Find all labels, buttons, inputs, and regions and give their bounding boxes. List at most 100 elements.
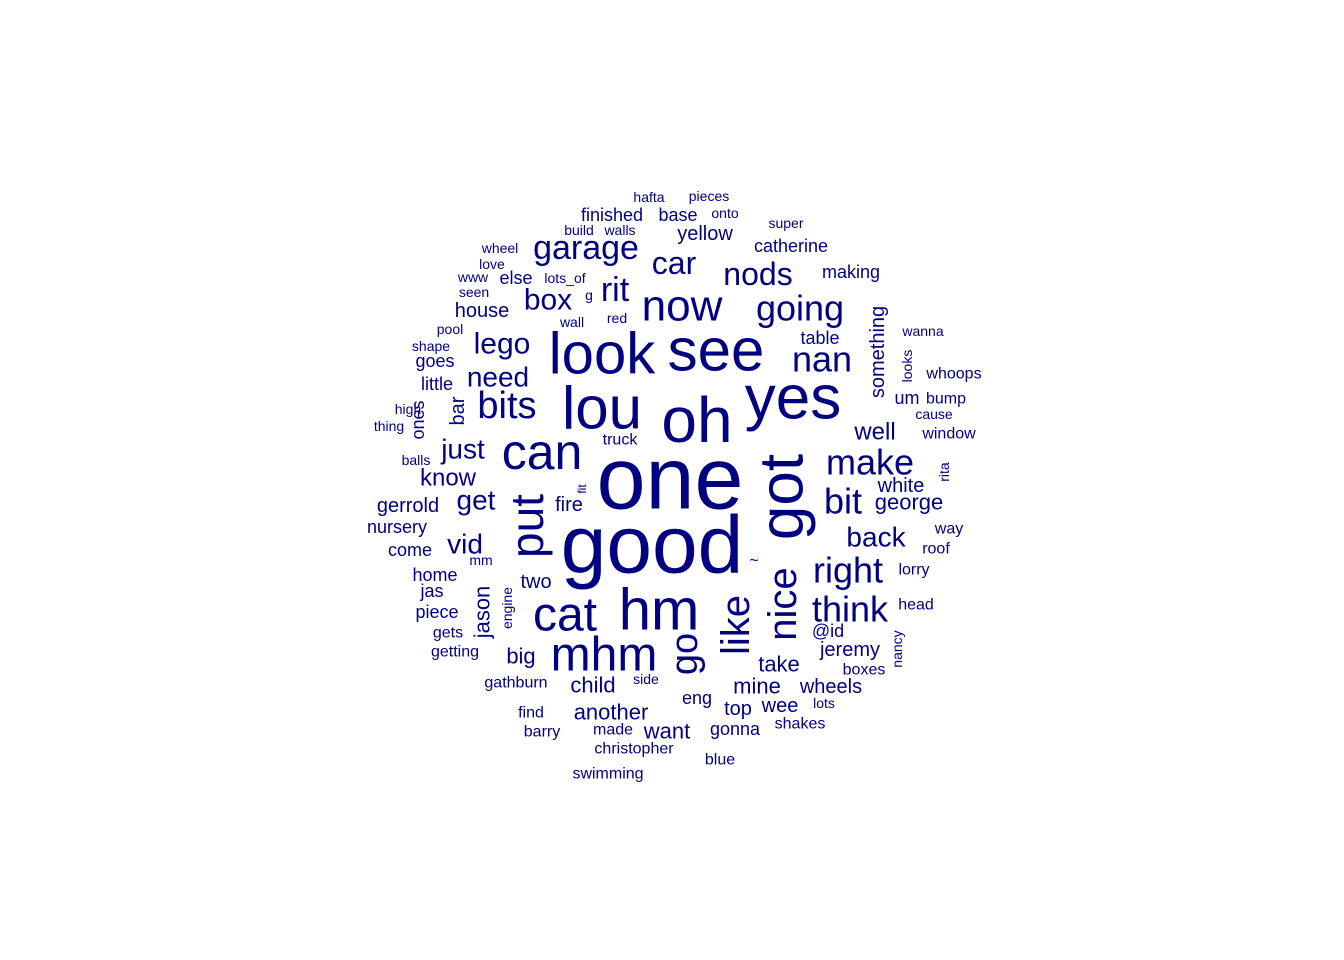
cloud-word-piece: piece	[415, 602, 458, 622]
cloud-word-head: head	[898, 597, 934, 614]
cloud-word-home: home	[412, 565, 457, 585]
cloud-word-wanna: wanna	[901, 323, 943, 339]
cloud-word-looks: looks	[899, 350, 915, 383]
cloud-word-like: like	[714, 595, 758, 655]
cloud-word-onto: onto	[711, 205, 738, 221]
cloud-word-top: top	[724, 698, 752, 720]
cloud-word-one: one	[597, 429, 744, 528]
cloud-word-walls: walls	[603, 222, 635, 238]
cloud-word-boxes: boxes	[843, 662, 886, 679]
cloud-word-get: get	[457, 485, 496, 516]
cloud-word-barry: barry	[524, 724, 560, 741]
cloud-word-nancy: nancy	[889, 630, 905, 667]
cloud-word-love: love	[479, 256, 505, 272]
cloud-word-two: two	[520, 571, 551, 593]
cloud-word-thing: thing	[374, 418, 404, 434]
cloud-word-put: put	[501, 494, 553, 558]
cloud-word-g: g	[585, 287, 593, 303]
cloud-word-make: make	[826, 442, 914, 483]
cloud-word-swimming: swimming	[572, 766, 643, 783]
cloud-word-going: going	[756, 288, 844, 329]
cloud-word-jason: jason	[470, 586, 495, 640]
cloud-word-nods: nods	[723, 256, 792, 292]
cloud-word-lots: lots	[813, 695, 835, 711]
cloud-word-nice: nice	[761, 567, 805, 640]
cloud-word-getting: getting	[431, 644, 479, 661]
cloud-word-shape: shape	[412, 338, 450, 354]
cloud-word-look: look	[549, 322, 656, 387]
cloud-word-www: www	[457, 269, 489, 285]
cloud-word-wee: wee	[761, 695, 799, 717]
cloud-word-balls: balls	[402, 452, 431, 468]
cloud-word-: ~	[749, 553, 758, 570]
cloud-word-wheels: wheels	[799, 676, 862, 698]
cloud-word-think: think	[812, 589, 889, 630]
cloud-word-white: white	[877, 475, 925, 497]
cloud-word-else: else	[499, 268, 532, 288]
cloud-word-making: making	[822, 262, 880, 282]
cloud-word-table: table	[800, 328, 839, 348]
cloud-word-big: big	[506, 644, 535, 669]
cloud-word-cause: cause	[915, 406, 953, 422]
cloud-word-nursery: nursery	[367, 517, 427, 537]
cloud-word-well: well	[853, 419, 895, 446]
cloud-word-mm: mm	[469, 552, 492, 568]
cloud-word-bits: bits	[477, 385, 536, 427]
cloud-word-truck: truck	[603, 432, 639, 449]
cloud-word-need: need	[467, 362, 529, 393]
cloud-word-want: want	[643, 719, 690, 744]
cloud-word-high: high	[395, 401, 421, 417]
cloud-word-mhm: mhm	[551, 629, 658, 682]
cloud-word-good: good	[561, 500, 743, 591]
cloud-word-build: build	[564, 222, 594, 238]
cloud-word-right: right	[813, 550, 883, 591]
cloud-word-engine: engine	[499, 587, 515, 629]
cloud-word-car: car	[652, 245, 697, 281]
cloud-word-rit: rit	[601, 271, 630, 309]
cloud-word-ones: ones	[408, 400, 428, 439]
cloud-word-catherine: catherine	[754, 236, 828, 256]
cloud-word-super: super	[768, 215, 803, 231]
cloud-word-seen: seen	[459, 284, 489, 300]
cloud-word-back: back	[846, 522, 906, 553]
cloud-word-another: another	[574, 700, 649, 725]
cloud-word-rita: rita	[936, 462, 952, 482]
cloud-word-wall: wall	[559, 314, 584, 330]
cloud-word-um: um	[894, 388, 919, 408]
cloud-word-way: way	[934, 521, 963, 538]
cloud-word-gathburn: gathburn	[484, 675, 547, 692]
cloud-word-finished: finished	[581, 205, 643, 225]
cloud-word-gets: gets	[433, 625, 463, 642]
cloud-word-vid: vid	[447, 529, 483, 560]
cloud-word-see: see	[668, 317, 765, 384]
cloud-word-nan: nan	[792, 339, 852, 380]
cloud-word-now: now	[642, 282, 723, 331]
cloud-word-fire: fire	[555, 494, 583, 516]
cloud-word-christopher: christopher	[594, 741, 674, 758]
cloud-word-window: window	[921, 426, 976, 443]
cloud-word-can: can	[502, 424, 583, 480]
cloud-word-roof: roof	[922, 541, 950, 558]
cloud-word-fit: fit	[575, 484, 589, 494]
cloud-word-garage: garage	[533, 229, 639, 267]
cloud-word-oh: oh	[661, 384, 732, 456]
cloud-word-child: child	[570, 673, 615, 698]
cloud-word-george: george	[875, 490, 944, 515]
cloud-word-just: just	[440, 434, 485, 465]
cloud-word-lou: lou	[562, 375, 642, 442]
cloud-word-bar: bar	[447, 396, 469, 425]
cloud-word-whoops: whoops	[925, 366, 981, 383]
cloud-word-id: @id	[812, 621, 844, 641]
cloud-word-lots-of: lots_of	[544, 270, 585, 286]
cloud-word-little: little	[421, 374, 453, 394]
cloud-word-pool: pool	[437, 321, 463, 337]
cloud-word-go: go	[664, 633, 706, 675]
cloud-word-know: know	[420, 465, 477, 492]
cloud-word-something: something	[867, 306, 889, 398]
cloud-word-shakes: shakes	[775, 716, 826, 733]
cloud-word-yes: yes	[745, 364, 841, 433]
cloud-word-gonna: gonna	[710, 719, 761, 739]
cloud-word-house: house	[455, 300, 510, 322]
cloud-word-pieces: pieces	[689, 188, 729, 204]
